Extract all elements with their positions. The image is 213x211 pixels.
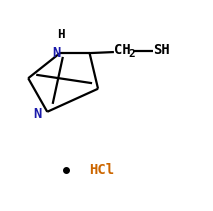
Text: N: N	[53, 46, 61, 60]
Text: N: N	[33, 107, 42, 121]
Text: CH: CH	[114, 43, 131, 57]
Text: HCl: HCl	[90, 164, 115, 177]
Text: 2: 2	[129, 49, 135, 59]
Text: SH: SH	[154, 43, 170, 57]
Text: H: H	[57, 28, 65, 41]
